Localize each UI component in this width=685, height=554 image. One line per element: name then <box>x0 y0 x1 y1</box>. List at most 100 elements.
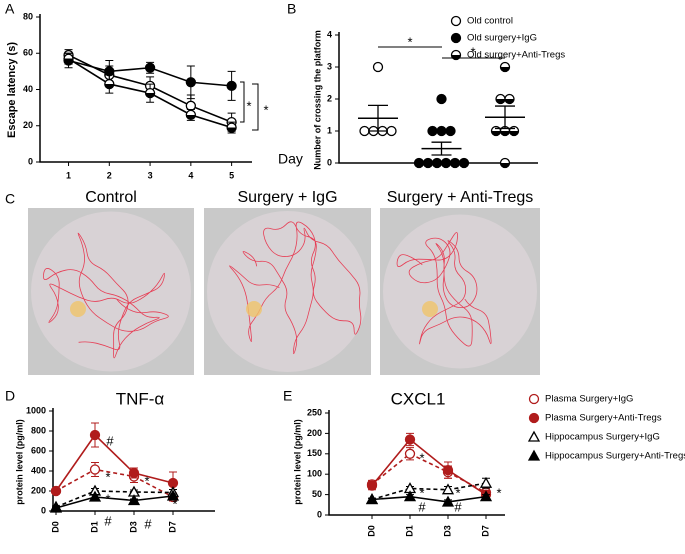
x-tick-label: D7 <box>480 525 490 537</box>
y-tick-label: 800 <box>31 425 46 435</box>
sem-bar <box>495 105 515 130</box>
point <box>144 62 156 73</box>
annotation: * <box>144 473 149 488</box>
point <box>365 493 379 505</box>
legend-label: Plasma Surgery+IgG <box>545 394 633 405</box>
panel-letter: D <box>5 388 15 404</box>
x-tick-label: 5 <box>229 170 234 180</box>
legend-marker <box>450 15 462 27</box>
x-tick-label: D3 <box>442 525 452 537</box>
x-tick-label: D0 <box>50 521 60 533</box>
annotation: * <box>263 102 268 117</box>
pool <box>383 214 537 369</box>
y-tick-label: 250 <box>307 407 322 417</box>
sem-bar <box>368 104 388 132</box>
annotation: * <box>455 485 460 500</box>
point <box>440 157 452 169</box>
series-line <box>371 482 487 501</box>
y-tick-label: 400 <box>31 465 46 475</box>
annotation: * <box>105 469 110 484</box>
panel-letter: A <box>5 1 15 17</box>
y-tick-label: 600 <box>31 445 46 455</box>
x-tick-label: D1 <box>89 521 99 533</box>
y-tick-label: 60 <box>23 48 33 58</box>
series-line <box>55 490 174 508</box>
point <box>431 157 443 169</box>
y-axis-label: protein level (pg/ml) <box>14 419 24 505</box>
point <box>403 490 417 502</box>
series-line <box>371 495 487 503</box>
x-tick-label: D0 <box>366 525 376 537</box>
point <box>436 93 447 105</box>
legend-label: Hippocampus Surgery+IgG <box>545 432 660 443</box>
pool <box>207 211 368 372</box>
x-tick-label: D3 <box>128 521 138 533</box>
point <box>366 480 378 491</box>
y-tick-label: 40 <box>23 84 33 94</box>
point <box>404 434 416 445</box>
swim-path <box>229 221 362 355</box>
point <box>226 122 237 133</box>
point <box>166 489 180 501</box>
panel-letter: E <box>283 388 292 404</box>
point <box>413 157 425 169</box>
annotation: * <box>246 98 251 113</box>
swim-path <box>396 232 492 347</box>
panel-letter: C <box>5 191 15 207</box>
point <box>185 109 196 121</box>
point <box>404 448 416 459</box>
annotation: * <box>496 485 501 500</box>
point <box>441 483 455 495</box>
point <box>144 87 156 99</box>
annotation: * <box>419 485 424 500</box>
point <box>167 477 179 489</box>
point <box>479 476 493 488</box>
annotation: # <box>418 499 426 514</box>
pool <box>31 211 191 372</box>
legend-label: Plasma Surgery+Anti-Tregs <box>545 413 662 424</box>
panel-letter: B <box>287 1 296 17</box>
annotation: * <box>407 34 412 49</box>
point <box>499 61 511 73</box>
y-tick-label: 3 <box>327 61 332 71</box>
point <box>479 490 493 502</box>
x-tick-label: 1 <box>66 170 71 180</box>
point <box>128 467 140 479</box>
platform <box>422 301 438 317</box>
y-tick-label: 1000 <box>26 405 46 415</box>
legend-marker <box>528 412 540 424</box>
point <box>89 464 101 475</box>
annotation: * <box>172 496 177 511</box>
point <box>359 125 370 137</box>
legend-marker <box>450 49 462 61</box>
point <box>185 77 196 88</box>
y-tick-label: 0 <box>28 156 33 166</box>
image-title: Surgery + IgG <box>237 189 337 206</box>
point <box>504 93 515 105</box>
point <box>88 490 102 502</box>
point <box>442 464 454 476</box>
y-tick-label: 50 <box>312 489 322 499</box>
y-tick-label: 0 <box>317 509 322 519</box>
point <box>89 429 101 441</box>
legend-marker <box>527 449 541 461</box>
x-tick-label: 3 <box>148 170 153 180</box>
annotation: # <box>106 433 114 448</box>
y-axis-label: protein level (pg/ml) <box>292 419 302 505</box>
point <box>445 125 456 137</box>
point <box>499 157 511 169</box>
annotation: * <box>470 44 475 59</box>
legend-label: Old surgery+Anti-Tregs <box>467 50 565 61</box>
annotation: * <box>419 450 424 465</box>
y-tick-label: 200 <box>31 485 46 495</box>
y-axis-label: Number of crossing the platform <box>312 30 322 170</box>
x-tick-label: D7 <box>167 521 177 533</box>
y-axis-label: Escape latency (s) <box>6 42 18 138</box>
annotation: # <box>104 513 112 528</box>
point <box>372 61 384 73</box>
series-line <box>55 468 174 498</box>
y-tick-label: 4 <box>327 29 332 39</box>
point <box>441 495 455 507</box>
y-tick-label: 0 <box>41 505 46 515</box>
